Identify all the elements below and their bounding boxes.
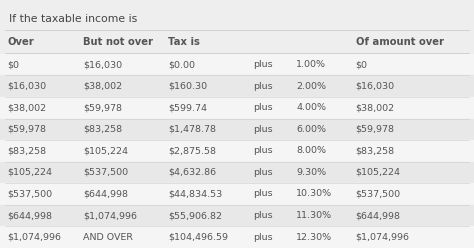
- Text: $1,074,996: $1,074,996: [356, 233, 410, 242]
- Text: 4.00%: 4.00%: [296, 103, 326, 112]
- Bar: [0, 226, 474, 248]
- Bar: [0, 119, 474, 140]
- Text: $38,002: $38,002: [83, 82, 122, 91]
- Text: plus: plus: [254, 146, 273, 155]
- Text: 1.00%: 1.00%: [296, 60, 326, 69]
- Bar: [0, 205, 474, 226]
- Text: Tax is: Tax is: [168, 37, 200, 47]
- Text: $83,258: $83,258: [83, 125, 122, 134]
- Text: $83,258: $83,258: [7, 146, 46, 155]
- Bar: [0, 75, 474, 97]
- Text: But not over: But not over: [83, 37, 153, 47]
- Text: plus: plus: [254, 211, 273, 220]
- Text: $599.74: $599.74: [168, 103, 207, 112]
- Bar: [0, 162, 474, 183]
- Text: $44,834.53: $44,834.53: [168, 189, 222, 198]
- Text: plus: plus: [254, 103, 273, 112]
- Text: $644,998: $644,998: [356, 211, 401, 220]
- Bar: [0, 140, 474, 162]
- Text: plus: plus: [254, 60, 273, 69]
- Bar: [0, 54, 474, 75]
- Text: Of amount over: Of amount over: [356, 37, 444, 47]
- Bar: [0, 97, 474, 119]
- Text: $644,998: $644,998: [7, 211, 52, 220]
- Text: $104,496.59: $104,496.59: [168, 233, 228, 242]
- Text: $537,500: $537,500: [356, 189, 401, 198]
- Text: $105,224: $105,224: [356, 168, 401, 177]
- Text: $59,978: $59,978: [356, 125, 394, 134]
- Text: $16,030: $16,030: [7, 82, 46, 91]
- Text: 8.00%: 8.00%: [296, 146, 326, 155]
- Text: Over: Over: [7, 37, 34, 47]
- Text: $537,500: $537,500: [83, 168, 128, 177]
- Text: $16,030: $16,030: [356, 82, 395, 91]
- Text: $4,632.86: $4,632.86: [168, 168, 217, 177]
- Text: 11.30%: 11.30%: [296, 211, 332, 220]
- Text: plus: plus: [254, 125, 273, 134]
- Text: plus: plus: [254, 189, 273, 198]
- Text: plus: plus: [254, 233, 273, 242]
- Text: AND OVER: AND OVER: [83, 233, 133, 242]
- Text: 9.30%: 9.30%: [296, 168, 327, 177]
- Text: $83,258: $83,258: [356, 146, 395, 155]
- Text: $160.30: $160.30: [168, 82, 208, 91]
- Text: $38,002: $38,002: [7, 103, 46, 112]
- Bar: [0, 183, 474, 205]
- Text: $1,478.78: $1,478.78: [168, 125, 216, 134]
- Text: $105,224: $105,224: [83, 146, 128, 155]
- Text: 6.00%: 6.00%: [296, 125, 326, 134]
- Text: $0: $0: [7, 60, 19, 69]
- Text: 2.00%: 2.00%: [296, 82, 326, 91]
- Text: $59,978: $59,978: [83, 103, 122, 112]
- Text: $537,500: $537,500: [7, 189, 52, 198]
- Text: $1,074,996: $1,074,996: [7, 233, 61, 242]
- Text: $105,224: $105,224: [7, 168, 52, 177]
- Text: $644,998: $644,998: [83, 189, 128, 198]
- Text: plus: plus: [254, 168, 273, 177]
- Text: $1,074,996: $1,074,996: [83, 211, 137, 220]
- Text: $38,002: $38,002: [356, 103, 395, 112]
- Text: plus: plus: [254, 82, 273, 91]
- Text: $55,906.82: $55,906.82: [168, 211, 222, 220]
- Text: 12.30%: 12.30%: [296, 233, 332, 242]
- Text: $0: $0: [356, 60, 367, 69]
- Text: $59,978: $59,978: [7, 125, 46, 134]
- Text: $2,875.58: $2,875.58: [168, 146, 216, 155]
- Text: If the taxable income is: If the taxable income is: [9, 14, 138, 24]
- Text: $0.00: $0.00: [168, 60, 195, 69]
- Text: 10.30%: 10.30%: [296, 189, 332, 198]
- Text: $16,030: $16,030: [83, 60, 122, 69]
